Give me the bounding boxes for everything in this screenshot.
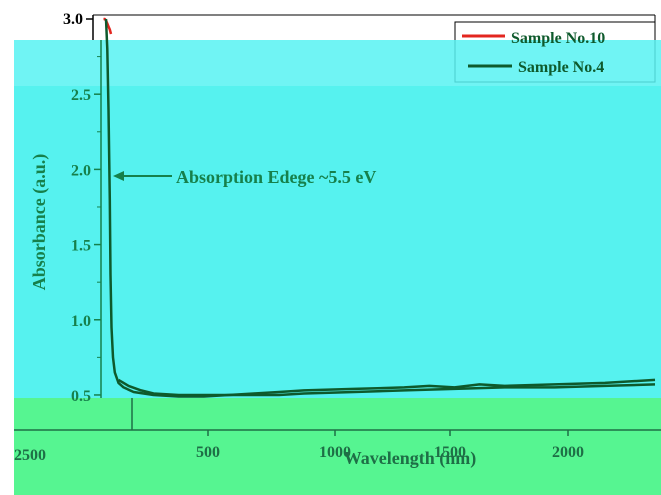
x-tick-label-0: 500 xyxy=(196,444,220,461)
series-layer xyxy=(103,17,656,398)
y-tick-label-0: 0.5 xyxy=(71,388,91,405)
legend-label-sample-4: Sample No.4 xyxy=(518,59,604,76)
x-tick-label-1: 1000 xyxy=(319,444,351,461)
annotation-arrow-head xyxy=(113,171,124,181)
overlay-upper xyxy=(14,40,661,90)
y-tick-label-4: 2.5 xyxy=(71,87,91,104)
x-tick-label-2: 1500 xyxy=(434,444,466,461)
x-tick-label-3: 2000 xyxy=(552,444,584,461)
y-tick-label-3: 2.0 xyxy=(71,162,91,179)
y-ticks: 0.5 1.0 1.5 2.0 2.5 xyxy=(71,56,101,405)
overlay-main xyxy=(14,86,661,398)
lower-panel: 500 1000 1500 2000 2500 Wavelength (nm) xyxy=(14,398,661,469)
annotation-text: Absorption Edege ~5.5 eV xyxy=(176,167,376,187)
x-ticks: 500 1000 1500 2000 xyxy=(196,430,584,461)
extra-x-tick-label: 2500 xyxy=(14,447,46,464)
overlay-lower xyxy=(14,398,661,495)
y-tick-label-3: 3.0 xyxy=(63,11,83,28)
y-axis-label: Absorbance (a.u.) xyxy=(29,154,50,291)
legend: Sample No.10 Sample No.4 xyxy=(462,30,605,76)
series-line-1 xyxy=(104,18,656,398)
series-line-2 xyxy=(117,378,656,397)
legend-label-sample-10: Sample No.10 xyxy=(511,30,605,47)
plot-area: 0.5 1.0 1.5 2.0 2.5 Absorbance (a.u.) Absorp… xyxy=(29,17,656,405)
x-axis-label: Wavelength (nm) xyxy=(344,448,477,469)
y-tick-label-1: 1.0 xyxy=(71,313,91,330)
y-tick-label-2: 1.5 xyxy=(71,238,91,255)
annotation: Absorption Edege ~5.5 eV xyxy=(113,167,376,187)
